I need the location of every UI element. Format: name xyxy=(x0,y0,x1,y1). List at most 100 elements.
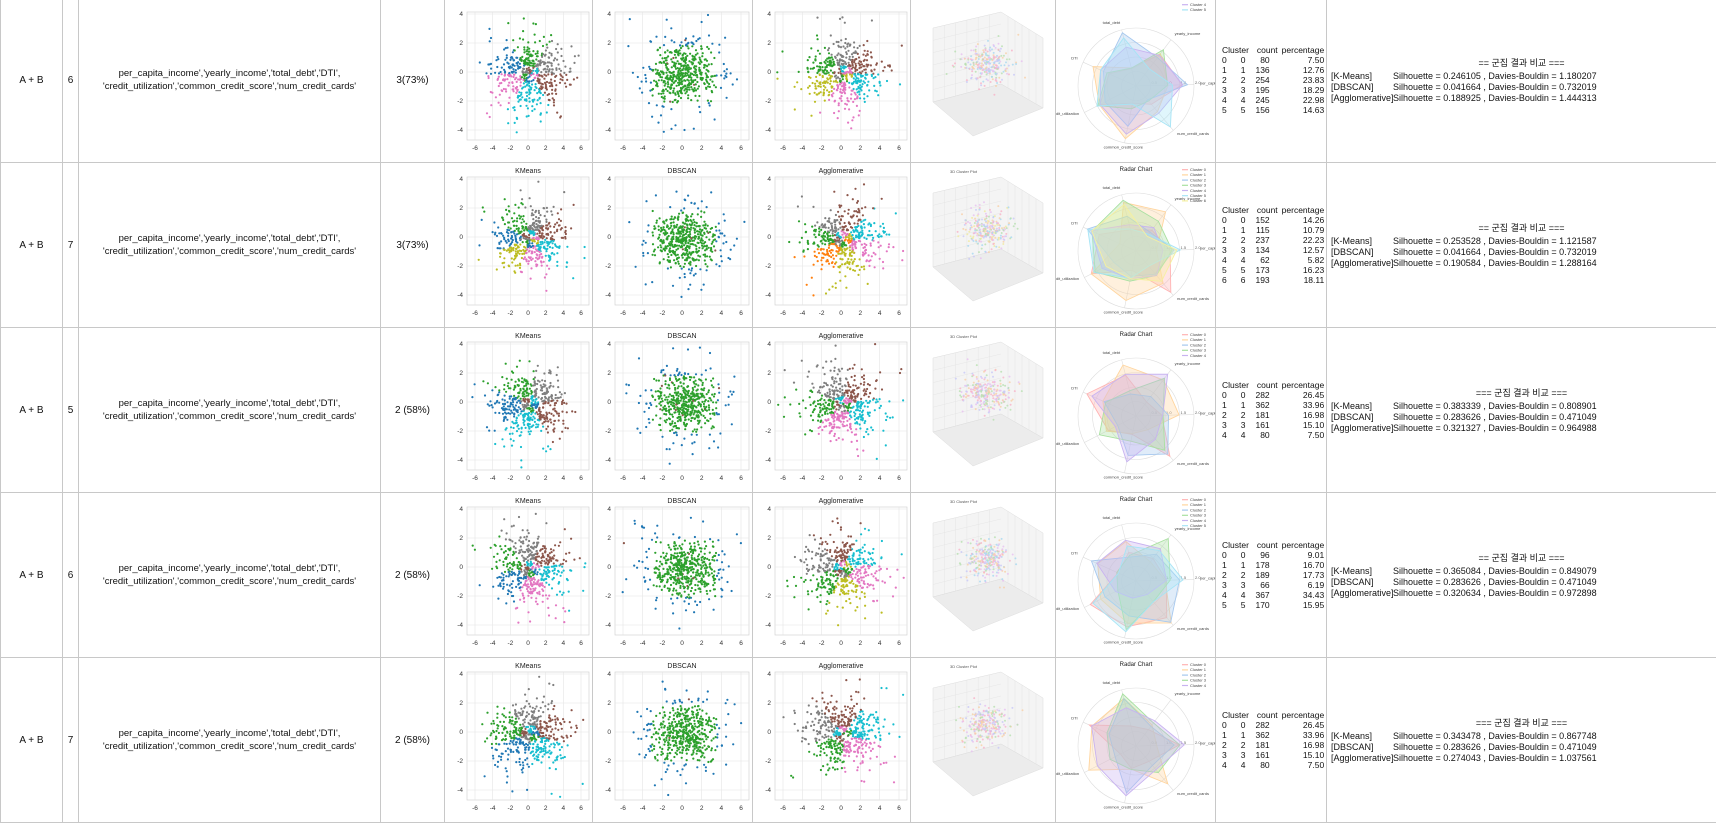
scatter-point xyxy=(518,392,520,394)
scatter-point xyxy=(672,74,674,76)
scatter-point xyxy=(543,372,545,374)
scatter-point xyxy=(557,386,559,388)
scatter-point xyxy=(531,425,533,427)
scatter-point xyxy=(708,63,710,65)
k-cell[interactable]: 7 xyxy=(63,163,79,328)
plot-3d-cell[interactable] xyxy=(911,0,1056,163)
scatter-point xyxy=(546,233,548,235)
scatter-point xyxy=(675,409,677,411)
3d-point xyxy=(981,62,983,64)
scatter-point xyxy=(519,37,521,39)
3d-point xyxy=(991,226,993,228)
scatter-point xyxy=(540,102,542,104)
scatter-point xyxy=(666,419,668,421)
comparison-value-kmeans: Silhouette = 0.253528 , Davies-Bouldin =… xyxy=(1393,236,1597,246)
scatter-point xyxy=(526,252,528,254)
scatter-point xyxy=(548,56,550,58)
scatter-point xyxy=(880,245,882,247)
scatter-point xyxy=(541,386,543,388)
features-cell[interactable]: per_capita_income','yearly_income','tota… xyxy=(79,0,381,163)
scatter-point xyxy=(534,390,536,392)
scatter-point xyxy=(842,78,844,80)
scatter-point xyxy=(723,63,725,65)
3d-point xyxy=(998,62,1000,64)
scatter-point xyxy=(859,258,861,260)
3d-point xyxy=(998,77,1000,79)
scatter-point xyxy=(556,222,558,224)
scatter-point xyxy=(486,112,488,114)
radar-chart-cell[interactable]: total_debtyearly_incomeper_capita_income… xyxy=(1056,0,1216,163)
x-tick-label: 4 xyxy=(720,475,724,482)
k-cell[interactable]: 5 xyxy=(63,328,79,493)
features-cell[interactable]: per_capita_income','yearly_income','tota… xyxy=(79,163,381,328)
scatter-point xyxy=(625,383,627,385)
3d-point xyxy=(975,209,977,211)
scatter-point xyxy=(532,65,534,67)
scatter-point xyxy=(520,389,522,391)
scatter-point xyxy=(849,73,851,75)
scatter-point xyxy=(517,66,519,68)
data-source-cell[interactable]: A + B xyxy=(1,0,63,163)
3d-point xyxy=(972,67,974,69)
scatter-point xyxy=(686,89,688,91)
scatter-point xyxy=(521,271,523,273)
data-source-cell[interactable]: A + B xyxy=(1,163,63,328)
scatter-point xyxy=(532,258,534,260)
scatter-point xyxy=(695,74,697,76)
scatter-point xyxy=(864,246,866,248)
scatter-point xyxy=(511,236,513,238)
scatter-point xyxy=(856,105,858,107)
comparison-cell[interactable]: == 군집 결과 비교 ===[K-Means]Silhouette = 0.2… xyxy=(1327,163,1716,328)
k-cell[interactable]: 6 xyxy=(63,0,79,163)
accuracy-cell[interactable]: 3(73%) xyxy=(381,163,445,328)
scatter-point xyxy=(674,387,676,389)
x-tick-label: 6 xyxy=(579,145,583,152)
data-source-cell[interactable]: A + B xyxy=(1,328,63,493)
scatter-point xyxy=(675,51,677,53)
scatter-point xyxy=(536,103,538,105)
scatter-point xyxy=(826,77,828,79)
scatter-point xyxy=(548,82,550,84)
scatter-point xyxy=(528,69,530,71)
scatter-point xyxy=(545,224,547,226)
scatter-point xyxy=(835,287,837,289)
scatter-point xyxy=(694,386,696,388)
accuracy-cell-text: 2 (58%) xyxy=(395,405,430,416)
3d-point xyxy=(995,85,997,87)
scatter-point xyxy=(526,392,528,394)
scatter-point xyxy=(833,72,835,74)
scatter-point xyxy=(670,238,672,240)
accuracy-cell[interactable]: 2 (58%) xyxy=(381,328,445,493)
scatter-point xyxy=(838,72,840,74)
scatter-point xyxy=(530,267,532,269)
scatter-point xyxy=(544,392,546,394)
scatter-point xyxy=(731,393,733,395)
scatter-point xyxy=(888,246,890,248)
scatter-point xyxy=(873,252,875,254)
scatter-point xyxy=(718,265,720,267)
scatter-point xyxy=(703,221,705,223)
scatter-point xyxy=(823,225,825,227)
scatter-point xyxy=(553,59,555,61)
scatter-point xyxy=(520,238,522,240)
scatter-point xyxy=(494,443,496,445)
plot-3d-cell[interactable]: 3D Cluster Plot xyxy=(911,163,1056,328)
comparison-cell[interactable]: == 군집 결과 비교 ===[K-Means]Silhouette = 0.2… xyxy=(1327,0,1716,163)
accuracy-cell[interactable]: 3(73%) xyxy=(381,0,445,163)
scatter-point xyxy=(555,84,557,86)
scatter-point xyxy=(506,408,508,410)
scatter-point xyxy=(562,237,564,239)
features-cell[interactable]: per_capita_income','yearly_income','tota… xyxy=(79,328,381,493)
